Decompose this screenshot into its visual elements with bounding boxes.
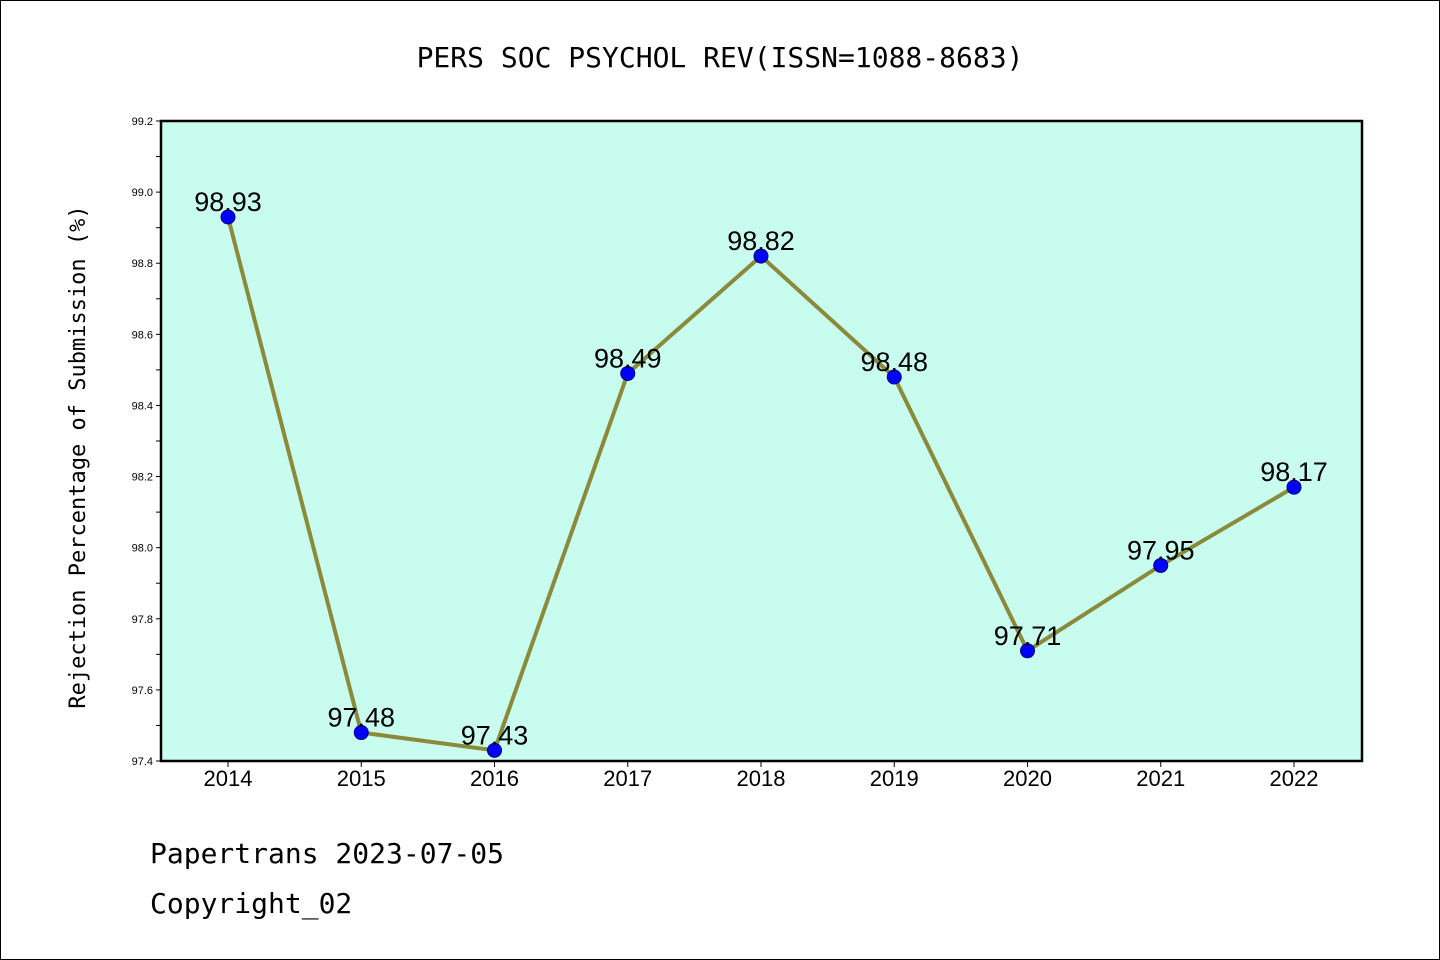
y-tick-label: 98.4: [132, 400, 153, 412]
x-tick-label: 2018: [737, 766, 786, 791]
x-axis: 2014 2015 2016 2017 2018 2019 2020 2021 2022: [204, 761, 1319, 791]
y-tick-label: 99.2: [132, 116, 153, 128]
x-tick-label: 2016: [470, 766, 519, 791]
data-label: 98.93: [194, 187, 262, 217]
data-label: 98.49: [594, 343, 662, 373]
data-label: 97.43: [461, 720, 529, 750]
x-tick-label: 2014: [204, 766, 253, 791]
x-tick-label: 2020: [1003, 766, 1052, 791]
x-tick-label: 2017: [603, 766, 652, 791]
y-tick-label: 98.2: [132, 472, 153, 484]
y-tick-label: 98.8: [132, 258, 153, 270]
plot-area: [161, 121, 1362, 761]
y-tick-label: 99.0: [132, 187, 153, 199]
x-tick-label: 2022: [1270, 766, 1319, 791]
data-label: 97.71: [994, 621, 1062, 651]
chart-title: PERS SOC PSYCHOL REV(ISSN=1088-8683): [417, 41, 1024, 74]
y-tick-label: 97.4: [132, 756, 153, 768]
x-tick-label: 2015: [337, 766, 386, 791]
footer-copyright-text: Copyright_02: [150, 887, 352, 920]
y-tick-label: 98.6: [132, 329, 153, 341]
data-label: 98.82: [727, 226, 795, 256]
data-label: 97.48: [327, 703, 395, 733]
x-tick-label: 2021: [1136, 766, 1185, 791]
y-tick-label: 97.8: [132, 614, 153, 626]
data-label: 97.95: [1127, 535, 1195, 565]
data-label: 98.17: [1260, 457, 1328, 487]
data-label: 98.48: [860, 347, 928, 377]
y-axis: 97.4 97.6 97.8 98.0 98.2 98.4 98.6 98.8 99.0 99.2: [132, 116, 161, 768]
y-tick-label: 97.6: [132, 685, 153, 697]
y-axis-label: Rejection Percentage of Submission (%): [66, 205, 91, 708]
y-tick-label: 98.0: [132, 543, 153, 555]
footer-date-text: Papertrans 2023-07-05: [150, 837, 504, 870]
x-tick-label: 2019: [870, 766, 919, 791]
